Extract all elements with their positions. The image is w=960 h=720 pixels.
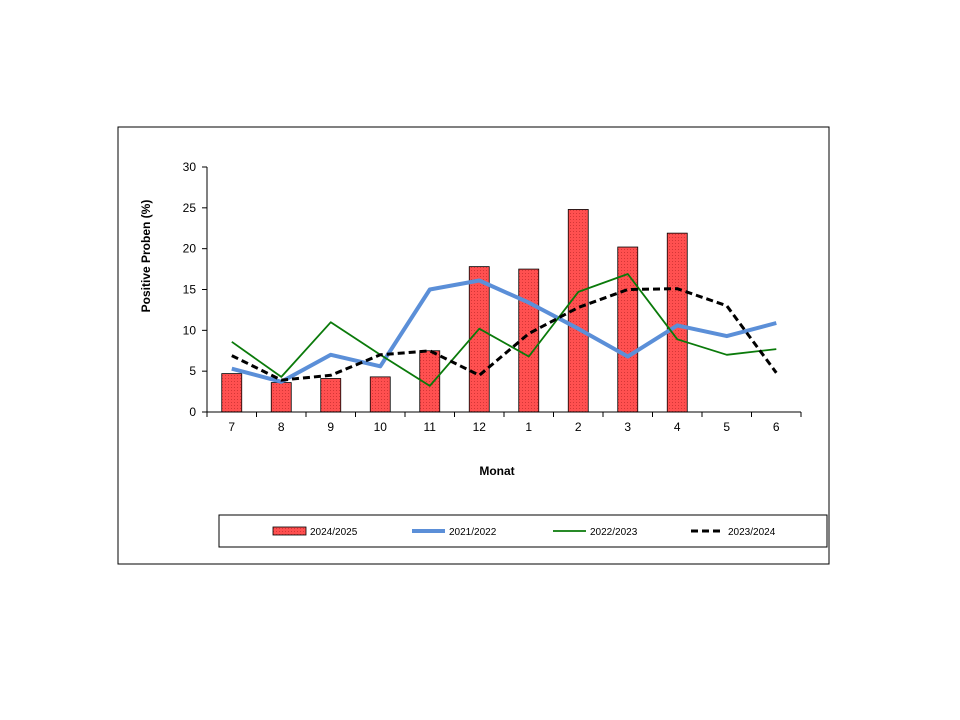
bar	[468, 266, 490, 413]
x-tick-label: 4	[674, 420, 681, 434]
x-tick-label: 7	[228, 420, 235, 434]
axes-layer	[202, 166, 802, 417]
bar	[270, 382, 292, 413]
x-tick-label: 1	[525, 420, 532, 434]
series-line	[231, 278, 777, 384]
bar	[221, 373, 243, 413]
x-tick-label: 5	[723, 420, 730, 434]
x-tick-label: 9	[327, 420, 334, 434]
series-line	[231, 273, 777, 387]
x-tick-label: 8	[278, 420, 285, 434]
y-tick-label: 10	[183, 323, 197, 337]
legend-box	[218, 514, 828, 548]
x-tick-label: 3	[624, 420, 631, 434]
bar	[320, 378, 342, 413]
series-line	[231, 287, 778, 382]
bars-layer	[221, 209, 688, 413]
bar	[518, 268, 540, 413]
y-tick-label: 25	[183, 201, 197, 215]
x-tick-label: 11	[424, 420, 437, 434]
x-tick-label: 6	[773, 420, 780, 434]
legend-label: 2021/2022	[449, 527, 497, 538]
y-tick-label: 30	[183, 160, 197, 174]
bar	[369, 376, 391, 413]
legend-label: 2022/2023	[590, 527, 638, 538]
y-axis-title: Positive Proben (%)	[139, 200, 153, 313]
y-tick-label: 5	[189, 364, 196, 378]
y-tick-label: 15	[183, 283, 197, 297]
legend: 2024/2025 2021/2022 2022/2023 2023/2024	[272, 526, 776, 538]
bar	[666, 232, 688, 413]
y-tick-label: 0	[189, 405, 196, 419]
x-tick-label: 2	[575, 420, 582, 434]
legend-label: 2024/2025	[310, 527, 358, 538]
bar	[617, 246, 639, 413]
lines-layer	[231, 273, 778, 387]
legend-swatch	[272, 526, 307, 536]
x-tick-label: 10	[374, 420, 388, 434]
y-tick-label: 20	[183, 242, 197, 256]
x-axis-title: Monat	[479, 464, 514, 478]
legend-label: 2023/2024	[728, 527, 776, 538]
x-tick-label: 12	[473, 420, 487, 434]
